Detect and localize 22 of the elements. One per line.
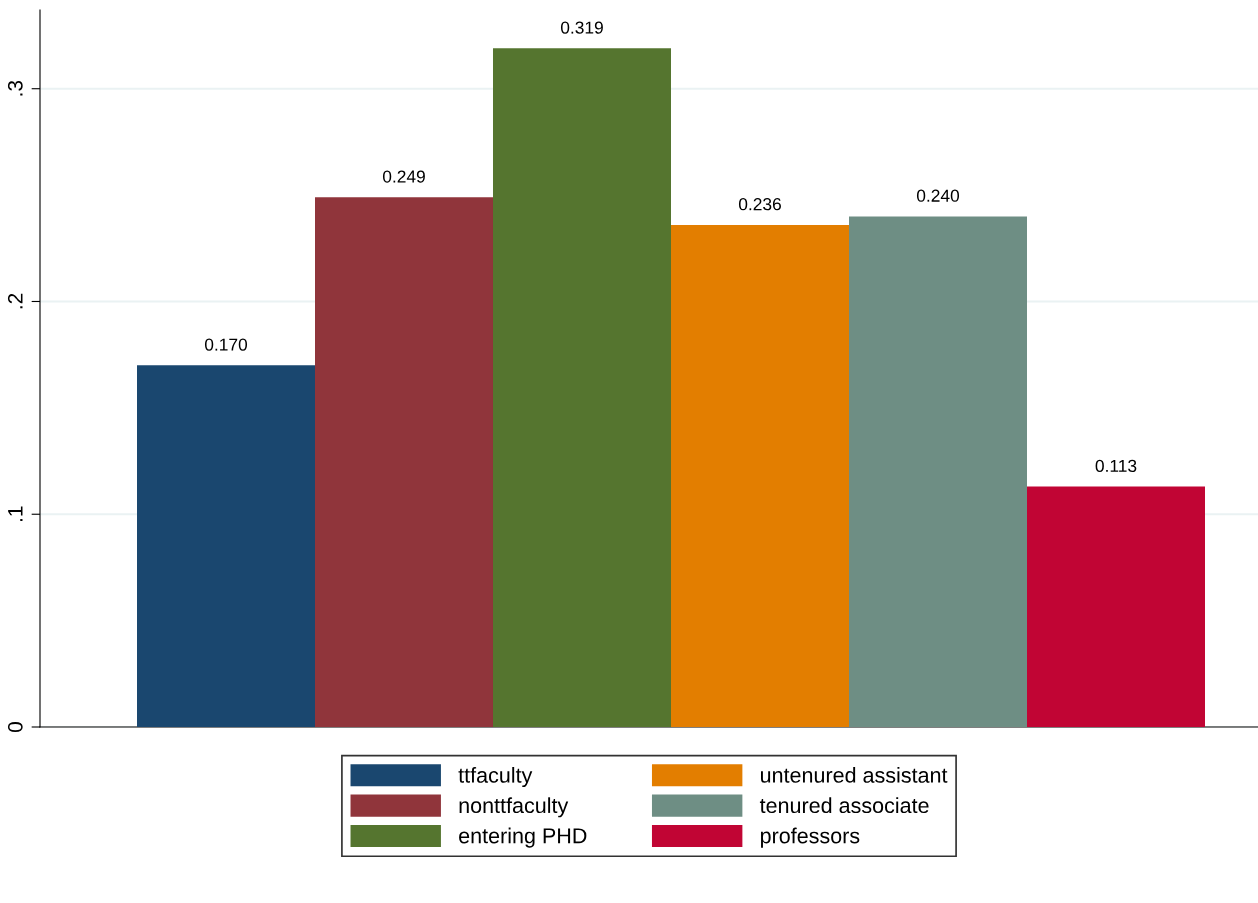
data-label: 0.319 xyxy=(560,21,603,34)
bar xyxy=(493,48,671,727)
y-tick-label: .2 xyxy=(7,293,23,309)
y-tick-label: .1 xyxy=(8,506,23,522)
data-label: 0.240 xyxy=(916,189,960,202)
legend-label: nonttfaculty xyxy=(459,797,569,818)
data-label: 0.236 xyxy=(738,198,781,211)
legend-label: ttfaculty xyxy=(458,767,533,788)
y-tick-label: .3 xyxy=(7,80,23,96)
bar xyxy=(1027,486,1205,727)
legend-label: professors xyxy=(760,827,860,848)
legend-label: untenured assistant xyxy=(761,767,948,783)
bar xyxy=(315,197,493,727)
data-label: 0.249 xyxy=(382,170,425,183)
legend-label: entering PHD xyxy=(459,827,587,848)
bar xyxy=(137,365,315,727)
bar xyxy=(849,216,1027,727)
legend-label: tenured associate xyxy=(759,797,929,814)
data-label: 0.113 xyxy=(1095,459,1137,473)
y-tick-label: 0 xyxy=(7,722,23,732)
bar xyxy=(671,224,849,727)
data-label: 0.170 xyxy=(204,338,248,351)
